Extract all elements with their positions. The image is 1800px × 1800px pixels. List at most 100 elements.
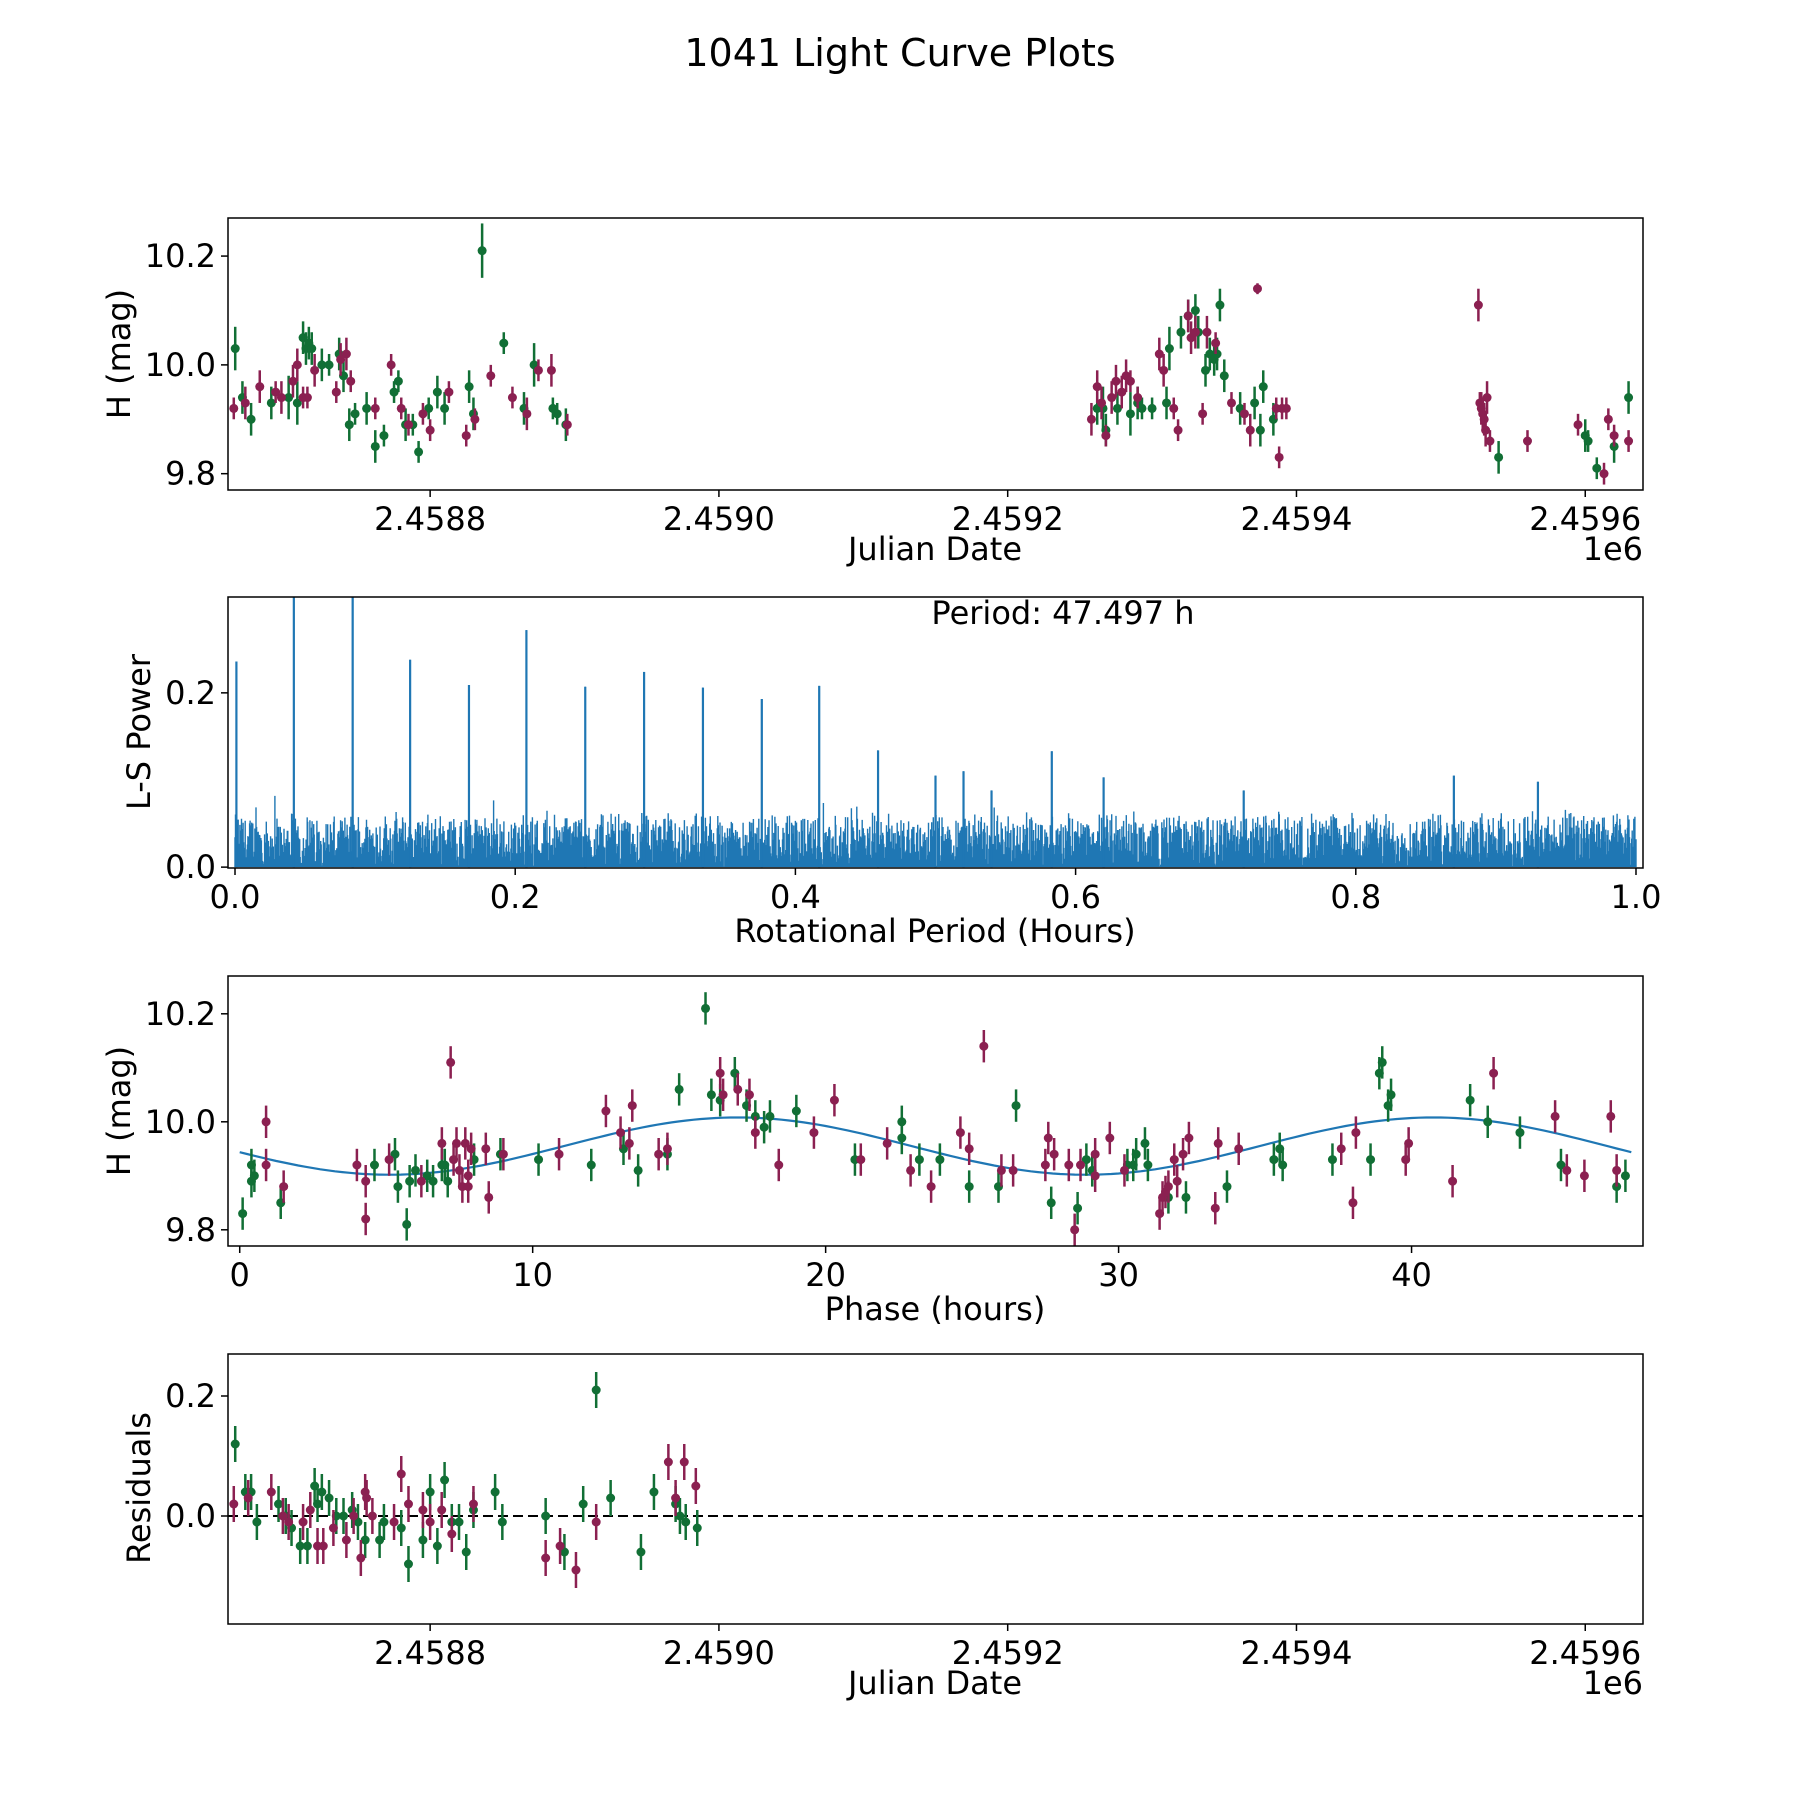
lightcurve-data-point [1159,354,1169,387]
phased-marker [1143,1160,1153,1170]
residuals-data-point [541,1540,551,1576]
phased-x-tick-label: 10 [512,1256,553,1294]
lightcurve-data-point [1250,386,1260,420]
phased-marker [1606,1111,1616,1121]
phased-data-point [1064,1148,1074,1182]
lightcurve-marker [255,382,265,392]
phased-marker [361,1214,371,1224]
residuals-marker [675,1511,685,1521]
lightcurve-data-point [302,386,312,409]
residuals-y-tick-label: 0.0 [165,1497,216,1535]
lightcurve-data-point [240,386,250,420]
residuals-data-point [229,1486,239,1522]
lightcurve-marker [1473,300,1483,310]
lightcurve-marker [1212,349,1222,359]
lightcurve-axes-frame [227,217,1644,491]
figure-title: 1041 Light Curve Plots [684,31,1115,75]
lightcurve-marker [1133,393,1143,403]
residuals-data-point [295,1528,305,1564]
phased-data-point [443,1165,453,1198]
phased-marker [481,1144,491,1154]
lightcurve-marker [1190,305,1200,315]
lightcurve-x-tick-label: 2.4592 [952,500,1064,538]
phased-marker [443,1176,453,1186]
residuals-data-point [230,1426,240,1462]
lightcurve-data-point [1252,283,1262,295]
residuals-data-point [318,1528,328,1564]
residuals-data-point [432,1528,442,1564]
lightcurve-data-point [444,381,454,403]
phased-marker [964,1182,974,1192]
phased-marker [964,1144,974,1154]
lightcurve-marker [1573,420,1583,430]
phased-marker [616,1128,626,1138]
lightcurve-data-point [1215,288,1225,322]
phased-x-tick-label: 30 [1098,1256,1139,1294]
residuals-data-point [578,1486,588,1522]
residuals-marker [447,1529,457,1539]
lightcurve-marker [344,420,354,430]
phased-marker [1140,1138,1150,1148]
phased-marker [624,1138,634,1148]
lightcurve-marker [310,365,320,375]
phased-data-point [829,1084,839,1117]
phased-data-point [534,1143,544,1176]
lightcurve-marker [1169,403,1179,413]
phased-data-point [437,1127,447,1160]
phased-marker [261,1160,271,1170]
phased-data-point [1184,1121,1194,1155]
phased-marker [1090,1149,1100,1159]
phased-marker [1081,1155,1091,1165]
residuals-data-point [681,1504,691,1540]
phased-data-point [428,1165,438,1198]
residuals-data-point [454,1504,464,1540]
phased-marker [249,1171,259,1181]
lightcurve-marker [1482,393,1492,403]
residuals-marker [313,1499,323,1509]
lightcurve-marker [1183,311,1193,321]
residuals-x-tick-label: 2.4588 [374,1634,486,1672]
residuals-marker [278,1511,288,1521]
residuals-data-point [356,1540,366,1576]
lightcurve-marker [341,349,351,359]
phased-marker [1181,1192,1191,1202]
lightcurve-marker [246,414,256,424]
lightcurve-data-point [1137,397,1147,420]
lightcurve-data-point [1281,397,1291,420]
lightcurve-data-point [1147,397,1157,420]
lightcurve-data-point [499,332,509,354]
lightcurve-data-point [425,419,435,442]
residuals-marker [591,1385,601,1395]
phased-marker [1210,1203,1220,1213]
phased-data-point [452,1127,462,1160]
phased-data-point [238,1197,248,1230]
phased-marker [390,1149,400,1159]
lightcurve-data-point [1101,424,1111,447]
lightcurve-data-point [1482,381,1492,414]
lightcurve-marker [440,403,450,413]
lightcurve-data-point [1624,381,1634,414]
phased-data-point [481,1132,491,1165]
residuals-marker [679,1457,689,1467]
lightcurve-data-point [350,402,360,425]
phased-data-point [1348,1186,1358,1219]
lightcurve-data-point [317,348,327,382]
phased-marker [926,1182,936,1192]
phased-marker [238,1209,248,1219]
phased-data-point [1046,1186,1056,1219]
lightcurve-marker [1239,409,1249,419]
lightcurve-marker [507,393,517,403]
lightcurve-data-point [396,397,406,420]
lightcurve-marker [1092,382,1102,392]
lightcurve-marker [1479,414,1489,424]
lightcurve-marker [1219,371,1229,381]
lightcurve-data-point [230,326,240,371]
residuals-data-point [461,1534,471,1570]
residuals-data-point [555,1528,565,1564]
lightcurve-marker [317,360,327,370]
phased-data-point [1556,1148,1566,1182]
phased-data-point [1483,1105,1493,1138]
residuals-marker [571,1565,581,1575]
residuals-marker [606,1493,616,1503]
phased-marker [384,1155,394,1165]
